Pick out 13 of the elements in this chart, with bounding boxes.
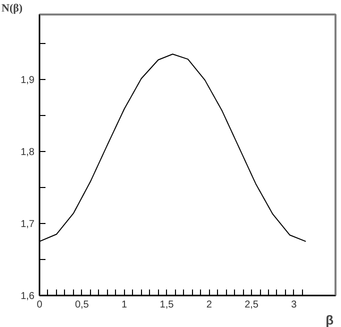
x-tick-label: 2,5 [244,300,259,310]
y-tick-label: 1,7 [20,218,35,230]
x-tick-label: 0 [36,300,43,310]
x-tick-label: 2 [206,300,212,310]
y-tick-label: 1,8 [20,146,35,158]
x-tick-label: 1,5 [160,300,174,310]
x-axis-title: β [326,312,334,327]
y-tick-label: 1,9 [20,74,35,86]
x-tick-label: 0,5 [74,300,90,310]
y-axis-title: N(β) [2,2,23,14]
y-tick-label: 1,6 [20,291,35,302]
x-tick-label: 1 [122,300,128,310]
x-tick-label: 3 [291,300,298,310]
